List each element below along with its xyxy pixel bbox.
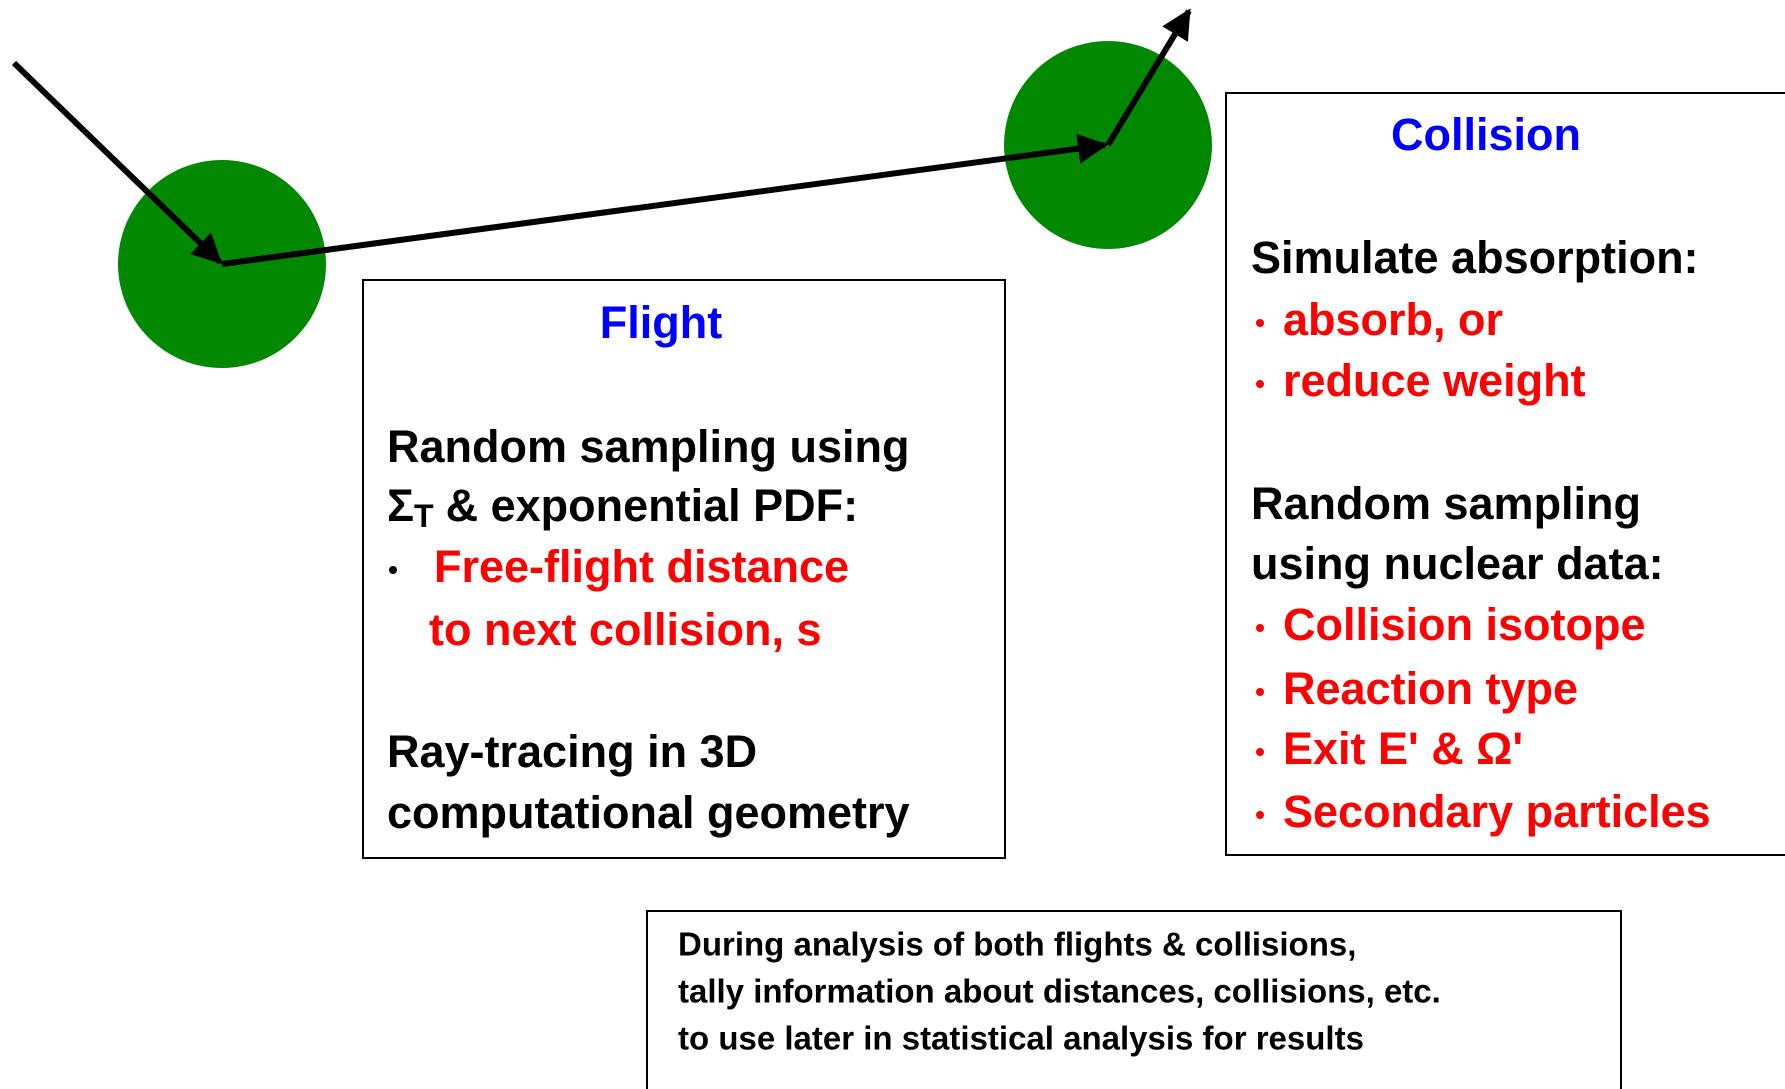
bullet-text: Exit E' & Ω' bbox=[1283, 723, 1523, 774]
text-line: Ray-tracing in 3D bbox=[387, 726, 757, 777]
bullet bbox=[389, 566, 397, 574]
arrow bbox=[11, 60, 223, 265]
tally-line: to use later in statistical analysis for… bbox=[678, 1020, 1364, 1057]
flight-box bbox=[362, 279, 1006, 859]
text-line: using nuclear data: bbox=[1251, 538, 1664, 589]
tally-line: During analysis of both flights & collis… bbox=[678, 926, 1356, 963]
bullet bbox=[1256, 811, 1264, 819]
text-line: computational geometry bbox=[387, 787, 910, 838]
bullet-text: absorb, or bbox=[1283, 294, 1503, 345]
arrow bbox=[1105, 8, 1192, 147]
tally-line: tally information about distances, colli… bbox=[678, 973, 1441, 1010]
collision-title: Collision bbox=[1391, 109, 1581, 160]
bullet-text: to next collision, s bbox=[429, 604, 822, 655]
bullet-text: Reaction type bbox=[1283, 663, 1578, 714]
text: & exponential PDF: bbox=[446, 480, 859, 531]
bullet bbox=[1256, 319, 1264, 327]
bullet-text: Free-flight distance bbox=[434, 541, 849, 592]
bullet-text: Collision isotope bbox=[1283, 599, 1646, 650]
symbol: Σ bbox=[387, 480, 414, 531]
bullet-text: Secondary particles bbox=[1283, 786, 1711, 837]
text-line: Random sampling using bbox=[387, 421, 910, 472]
bullet bbox=[1256, 380, 1264, 388]
bullet bbox=[1256, 688, 1264, 696]
flight-title: Flight bbox=[600, 297, 722, 348]
collision-box bbox=[1225, 92, 1785, 856]
tally-box bbox=[646, 910, 1622, 1089]
text-line: ΣT & exponential PDF: bbox=[387, 480, 858, 535]
bullet bbox=[1256, 748, 1264, 756]
bullet bbox=[1256, 624, 1264, 632]
text-line: Simulate absorption: bbox=[1251, 232, 1699, 283]
subscript: T bbox=[414, 498, 434, 534]
arrow bbox=[221, 133, 1108, 267]
bullet-text: reduce weight bbox=[1283, 355, 1586, 406]
text-line: Random sampling bbox=[1251, 478, 1641, 529]
